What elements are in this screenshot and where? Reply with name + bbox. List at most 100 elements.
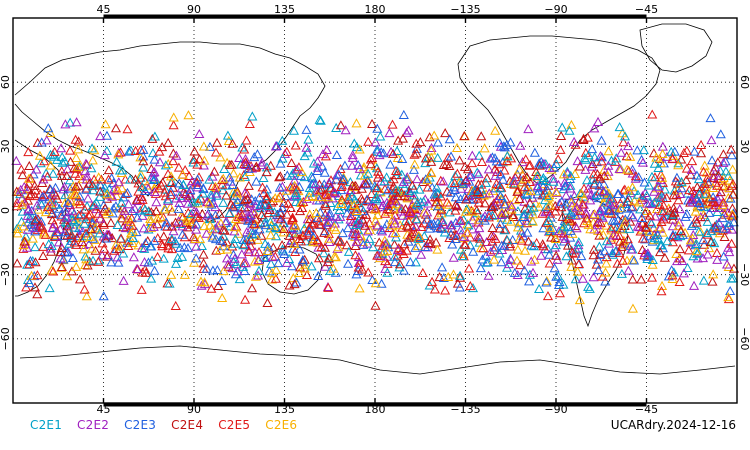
occultation-marker (51, 227, 62, 237)
occultation-marker (31, 164, 42, 174)
occultation-marker (473, 230, 484, 240)
occultation-marker (79, 284, 90, 294)
occultation-marker (713, 217, 724, 227)
occultation-marker (668, 190, 679, 200)
occultation-marker (218, 266, 229, 276)
occultation-marker (353, 257, 364, 268)
occultation-marker (671, 172, 682, 182)
occultation-marker (680, 227, 691, 237)
occultation-marker (592, 116, 604, 126)
occultation-marker (637, 224, 648, 234)
occultation-marker (86, 224, 97, 234)
occultation-marker (528, 241, 539, 251)
occultation-marker (165, 202, 176, 212)
occultation-marker (354, 218, 365, 228)
occultation-marker (241, 135, 252, 145)
bottom-lon-label: 135 (274, 403, 295, 416)
occultation-marker (342, 223, 353, 233)
occultation-marker (312, 235, 323, 245)
occultation-marker (270, 273, 281, 283)
occultation-marker (129, 203, 140, 213)
occultation-marker (205, 220, 216, 230)
occultation-marker (570, 248, 581, 258)
occultation-marker (565, 209, 576, 219)
occultation-marker (50, 231, 61, 241)
occultation-marker (317, 161, 328, 171)
occultation-marker (596, 135, 607, 145)
occultation-marker (312, 213, 323, 223)
occultation-marker (81, 174, 92, 184)
occultation-marker (721, 259, 733, 269)
occultation-marker (408, 202, 419, 212)
occultation-marker (477, 254, 488, 264)
occultation-marker (435, 199, 446, 209)
occultation-marker (136, 284, 147, 294)
occultation-marker (616, 268, 627, 278)
occultation-marker (105, 217, 116, 227)
occultation-marker (432, 244, 443, 254)
occultation-marker (713, 170, 724, 180)
occultation-marker (646, 171, 658, 181)
legend-item-c2e3: C2E3 (124, 418, 157, 432)
occultation-marker (688, 251, 699, 261)
occultation-marker (619, 220, 630, 230)
occultation-marker (459, 231, 470, 241)
occultation-marker (173, 203, 184, 213)
occultation-marker (626, 210, 637, 220)
occultation-marker (343, 246, 354, 256)
occultation-marker (499, 165, 510, 175)
occultation-marker (640, 234, 651, 244)
occultation-marker (319, 242, 330, 252)
occultation-marker (79, 218, 90, 228)
occultation-marker (241, 188, 253, 198)
occultation-marker (426, 152, 437, 162)
occultation-marker (308, 178, 319, 188)
occultation-marker (70, 181, 82, 191)
occultation-marker (698, 275, 709, 285)
occultation-marker (56, 261, 67, 271)
occultation-marker (374, 193, 386, 204)
occultation-marker (253, 270, 264, 280)
occultation-marker (201, 263, 212, 273)
occultation-marker (321, 144, 332, 154)
occultation-marker (454, 270, 466, 280)
occultation-marker (410, 242, 421, 252)
occultation-marker (614, 122, 625, 132)
occultation-marker (12, 228, 23, 238)
occultation-marker (423, 198, 434, 208)
occultation-marker (180, 164, 191, 175)
occultation-marker (153, 183, 164, 193)
occultation-marker (347, 152, 358, 162)
occultation-marker (188, 154, 199, 164)
occultation-marker (362, 238, 373, 248)
occultation-marker (392, 166, 403, 176)
occultation-marker (88, 185, 99, 195)
occultation-marker (380, 239, 391, 249)
occultation-marker (19, 181, 30, 191)
occultation-marker (474, 223, 485, 233)
occultation-marker (273, 258, 284, 268)
occultation-marker (704, 207, 715, 217)
occultation-marker (324, 177, 335, 187)
occultation-marker (719, 181, 730, 191)
occultation-marker (278, 223, 289, 233)
occultation-marker (371, 192, 382, 202)
occultation-marker (42, 202, 53, 212)
occultation-marker (500, 224, 511, 234)
occultation-marker (674, 243, 686, 254)
occultation-marker (30, 223, 41, 233)
occultation-marker (405, 257, 416, 267)
occultation-marker (50, 190, 61, 200)
occultation-marker (65, 117, 76, 127)
occultation-marker (702, 198, 713, 208)
occultation-marker (74, 274, 86, 284)
occultation-marker (437, 216, 448, 226)
occultation-marker (572, 156, 583, 166)
occultation-marker (270, 251, 281, 261)
occultation-marker (87, 180, 98, 190)
occultation-marker (685, 237, 696, 247)
occultation-marker (392, 186, 403, 196)
occultation-marker (206, 199, 217, 209)
occultation-marker (35, 158, 46, 168)
occultation-marker (26, 270, 37, 280)
